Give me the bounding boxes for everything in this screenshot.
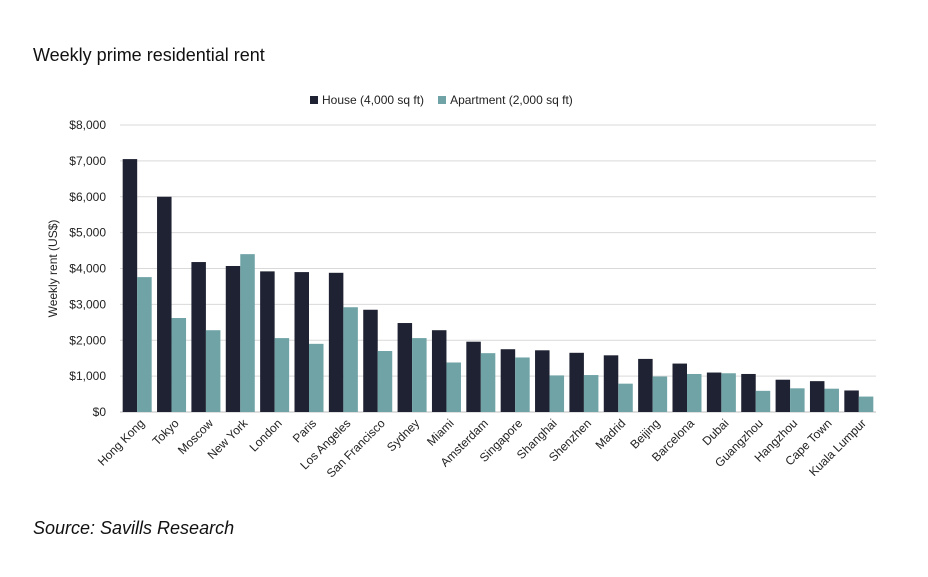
bar-apartment	[480, 353, 496, 412]
bar-house	[672, 363, 687, 412]
y-tick-label: $7,000	[69, 154, 106, 168]
bar-house	[706, 372, 722, 412]
bar-house	[363, 309, 378, 412]
y-tick-label: $5,000	[69, 226, 106, 240]
bar-apartment	[721, 373, 736, 412]
bar-house	[775, 379, 791, 412]
y-tick-label: $8,000	[69, 118, 106, 132]
bar-apartment	[687, 373, 702, 412]
bar-apartment	[790, 388, 805, 412]
bar-house	[225, 265, 241, 412]
y-tick-label: $6,000	[69, 190, 106, 204]
bar-house	[294, 272, 309, 412]
x-tick-label: Madrid	[593, 416, 629, 452]
x-tick-label: Hong Kong	[95, 416, 147, 468]
bar-apartment	[412, 338, 427, 412]
legend-item-apartment: Apartment (2,000 sq ft)	[438, 93, 573, 107]
bar-house	[638, 358, 653, 412]
y-tick-label: $3,000	[69, 297, 106, 311]
bar-apartment	[205, 330, 221, 412]
bar-house	[191, 262, 206, 412]
legend-swatch-apartment	[438, 96, 447, 104]
bar-house	[122, 159, 138, 412]
bar-house	[397, 323, 413, 412]
bar-apartment	[618, 383, 633, 412]
y-tick-label: $0	[93, 405, 107, 419]
bar-house	[328, 272, 344, 412]
bar-apartment	[446, 362, 461, 412]
chart-title: Weekly prime residential rent	[33, 45, 265, 65]
bar-house	[260, 271, 275, 412]
x-tick-label: Sydney	[384, 416, 422, 454]
bar-apartment	[824, 388, 839, 412]
bar-apartment	[755, 390, 771, 412]
bar-house	[431, 330, 447, 412]
bar-apartment	[309, 343, 324, 412]
bar-house	[569, 352, 584, 412]
bar-apartment	[343, 307, 358, 412]
source-note: Source: Savills Research	[33, 518, 235, 538]
bar-apartment	[583, 375, 599, 412]
bar-house	[535, 350, 550, 412]
y-axis-title: Weekly rent (US$)	[46, 220, 60, 318]
legend-item-house: House (4,000 sq ft)	[310, 93, 424, 107]
y-tick-label: $4,000	[69, 262, 106, 276]
bar-house	[603, 355, 619, 412]
bar-apartment	[549, 375, 565, 412]
x-tick-label: London	[247, 416, 285, 454]
legend-swatch-house	[310, 96, 318, 104]
y-tick-label: $1,000	[69, 369, 106, 383]
bar-house	[500, 349, 516, 412]
legend: House (4,000 sq ft) Apartment (2,000 sq …	[310, 93, 587, 107]
bar-house	[741, 373, 756, 412]
bar-apartment	[240, 254, 255, 412]
x-tick-label: Dubai	[699, 416, 731, 448]
legend-label-house: House (4,000 sq ft)	[322, 93, 425, 107]
bar-apartment	[515, 357, 530, 412]
bar-house	[157, 196, 172, 412]
y-tick-label: $2,000	[69, 333, 106, 347]
bar-apartment	[652, 376, 668, 412]
x-tick-label: Paris	[290, 416, 319, 445]
bar-house	[844, 390, 859, 412]
x-tick-label: Miami	[424, 416, 457, 449]
bar-apartment	[377, 351, 393, 412]
bar-apartment	[858, 396, 874, 412]
bar-house	[466, 341, 481, 412]
bar-apartment	[137, 277, 152, 412]
bar-house	[809, 381, 825, 412]
legend-label-apartment: Apartment (2,000 sq ft)	[450, 93, 573, 107]
bar-apartment	[274, 338, 290, 412]
x-tick-label: Tokyo	[150, 416, 182, 448]
bar-apartment	[171, 318, 187, 412]
